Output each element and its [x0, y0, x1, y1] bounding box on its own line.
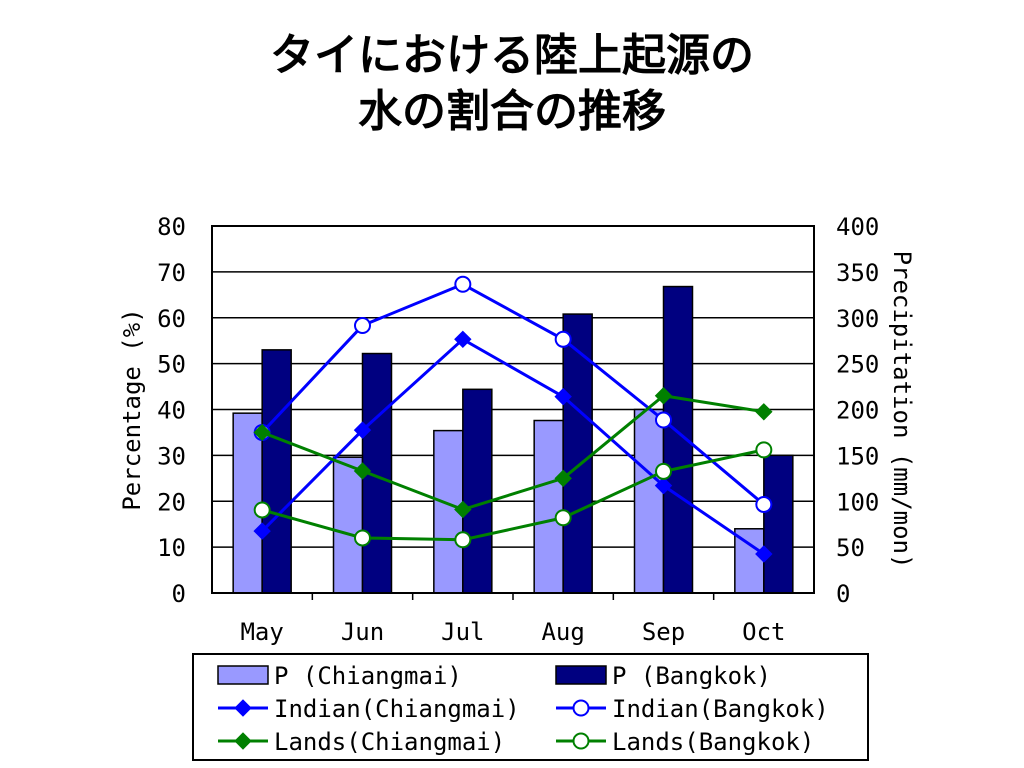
data-point — [755, 403, 773, 421]
left-tick-label: 50 — [157, 351, 186, 379]
data-point — [354, 317, 371, 335]
legend-marker — [234, 732, 252, 750]
data-point — [253, 423, 271, 442]
legend-marker — [234, 699, 252, 717]
data-point — [554, 330, 572, 348]
y-axis-right-label: Precipitation (mm/mon) — [888, 251, 916, 569]
data-point — [755, 495, 773, 513]
legend-label: Lands(Chiangmai) — [274, 728, 505, 756]
right-tick-label: 250 — [836, 351, 879, 379]
right-tick-label: 50 — [836, 534, 865, 562]
data-point — [755, 545, 773, 563]
legend-box — [192, 653, 869, 761]
legend-swatch — [217, 665, 269, 685]
data-point — [554, 387, 572, 406]
left-tick-label: 60 — [157, 305, 186, 333]
chart-title: タイにおける陸上起源の 水の割合の推移 — [0, 28, 1024, 140]
data-point — [454, 531, 472, 549]
data-point — [554, 469, 572, 488]
left-tick-label: 40 — [157, 397, 186, 425]
legend: P (Chiangmai) P (Bangkok) Indian(Chiangmai… — [192, 653, 869, 761]
data-point — [454, 330, 472, 349]
series-lines — [253, 275, 773, 563]
right-tick-label: 350 — [836, 259, 879, 287]
x-tick-label: May — [240, 618, 283, 646]
legend-swatch — [555, 665, 607, 685]
x-tick-label: Sep — [642, 618, 685, 646]
right-tick-label: 400 — [836, 213, 879, 241]
series-line — [261, 282, 765, 506]
data-point — [353, 421, 372, 439]
data-point — [253, 522, 271, 540]
y-axis-left-label: Percentage (%) — [118, 308, 146, 510]
series-line — [261, 448, 765, 542]
legend-label: Indian(Bangkok) — [612, 695, 829, 723]
left-tick-label: 30 — [157, 442, 186, 470]
right-tick-label: 200 — [836, 397, 879, 425]
legend-marker — [572, 732, 590, 750]
x-tick-label: Jun — [341, 618, 384, 646]
chart-title-line-2: 水の割合の推移 — [358, 86, 666, 137]
x-tick-label: Aug — [541, 618, 584, 646]
chart-title-line-1: タイにおける陸上起源の — [270, 30, 754, 81]
legend-label: P (Chiangmai) — [274, 662, 462, 690]
bar — [763, 454, 794, 594]
bar — [633, 408, 665, 594]
bar — [462, 388, 493, 594]
right-tick-label: 100 — [836, 488, 879, 516]
bar — [332, 456, 364, 594]
right-tick-label: 0 — [836, 580, 850, 608]
left-tick-label: 70 — [157, 259, 186, 287]
series-line — [261, 394, 765, 512]
data-point — [353, 462, 372, 480]
data-point — [454, 500, 472, 519]
left-tick-label: 20 — [157, 488, 186, 516]
left-tick-label: 80 — [157, 213, 186, 241]
data-point — [354, 529, 371, 547]
bar — [261, 349, 292, 594]
right-tick-label: 150 — [836, 442, 879, 470]
legend-label: Indian(Chiangmai) — [274, 695, 520, 723]
data-point — [654, 387, 673, 405]
data-point — [655, 411, 672, 429]
left-tick-label: 0 — [172, 580, 186, 608]
series-line — [261, 337, 765, 556]
data-point — [755, 441, 773, 459]
data-point — [654, 476, 673, 495]
data-point — [253, 501, 271, 519]
data-point — [655, 462, 672, 480]
legend-label: P (Bangkok) — [612, 662, 771, 690]
data-point — [454, 275, 472, 293]
legend-marker — [572, 699, 590, 717]
left-tick-label: 10 — [157, 534, 186, 562]
right-tick-label: 300 — [836, 305, 879, 333]
bar — [533, 419, 564, 594]
legend-label: Lands(Bangkok) — [612, 728, 814, 756]
axes: 0 10 20 30 40 50 60 70 80 0 50 100 150 200 250 300 350 40… — [118, 213, 916, 646]
x-tick-label: Oct — [742, 618, 785, 646]
data-point — [554, 509, 572, 527]
gridlines — [212, 225, 814, 594]
x-tick-label: Jul — [441, 618, 484, 646]
bar — [562, 313, 593, 594]
